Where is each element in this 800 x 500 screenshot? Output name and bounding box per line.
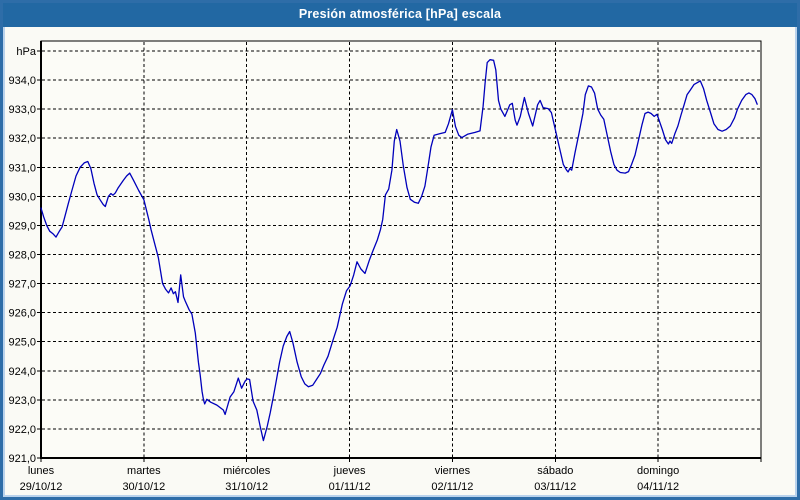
pressure-line [40,59,758,442]
day-date-label: 01/11/12 [329,481,371,493]
day-name-label: martes [127,465,161,477]
day-date-label: 04/11/12 [637,481,679,493]
plot-area [40,40,762,459]
y-tick-label: 923,0 [8,395,36,407]
window-title-bar: Presión atmosférica [hPa] escala [0,0,800,27]
day-date-label: 31/10/12 [225,481,268,493]
day-date-label: 29/10/12 [20,481,63,493]
day-name-label: miércoles [223,465,271,477]
y-tick-label: 925,0 [8,337,36,349]
y-tick-label: 921,0 [8,453,36,465]
day-name-label: sábado [537,465,573,477]
y-tick-label: 931,0 [8,162,36,174]
day-name-label: viernes [435,465,471,477]
y-tick-label: 922,0 [8,424,36,436]
y-tick-label: 934,0 [8,75,36,87]
y-tick-label: 930,0 [8,191,36,203]
y-tick-label: 929,0 [8,220,36,232]
y-tick-label: 924,0 [8,366,36,378]
day-date-label: 30/10/12 [122,481,165,493]
day-date-label: 02/11/12 [431,481,473,493]
day-name-label: domingo [637,465,679,477]
day-name-label: jueves [333,465,366,477]
y-axis-unit-label: hPa [16,46,36,58]
day-name-label: lunes [28,465,55,477]
y-tick-label: 932,0 [8,133,36,145]
window-title: Presión atmosférica [hPa] escala [298,6,502,21]
y-tick-label: 927,0 [8,279,36,291]
day-date-label: 03/11/12 [534,481,576,493]
y-tick-label: 926,0 [8,308,36,320]
y-tick-label: 928,0 [8,250,36,262]
y-tick-label: 933,0 [8,104,36,116]
